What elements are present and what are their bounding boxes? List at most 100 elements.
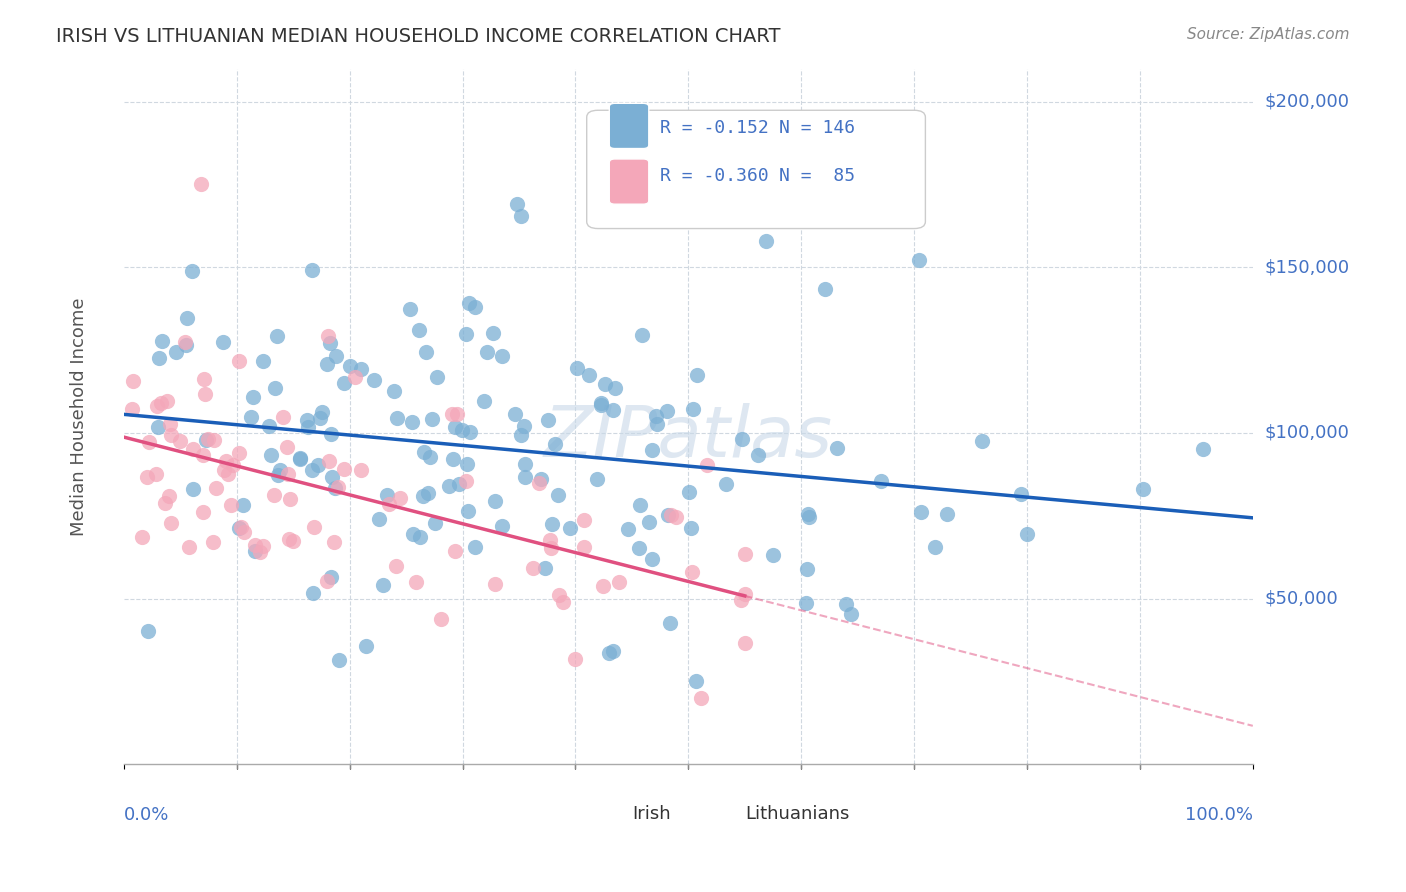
Point (908, 253, 931, 268)
Point (319, 570, 342, 584)
Point (316, 574, 339, 588)
Point (924, 541, 946, 555)
FancyBboxPatch shape (609, 159, 648, 204)
Point (443, 420, 465, 434)
Point (122, 375, 145, 389)
Point (513, 419, 536, 434)
Point (484, 494, 506, 508)
Point (217, 467, 239, 481)
Point (165, 345, 187, 359)
Text: ZIPatlas: ZIPatlas (544, 403, 832, 472)
Text: Irish: Irish (631, 805, 671, 823)
Point (475, 345, 498, 359)
Point (193, 448, 215, 462)
Point (679, 521, 702, 535)
Point (174, 337, 197, 351)
Point (398, 302, 420, 317)
Point (440, 407, 463, 421)
Point (149, 396, 172, 410)
Point (402, 527, 425, 541)
Point (131, 530, 153, 544)
Point (350, 463, 373, 477)
Point (464, 301, 486, 315)
Point (290, 450, 312, 465)
Point (148, 420, 170, 434)
Text: N = 146: N = 146 (779, 119, 855, 136)
Point (121, 402, 143, 417)
Point (232, 498, 254, 512)
Point (328, 652, 350, 666)
Point (491, 519, 513, 533)
Point (181, 482, 204, 496)
Point (138, 435, 160, 450)
Point (910, 505, 932, 519)
Point (278, 532, 301, 546)
Point (602, 644, 624, 658)
Point (159, 516, 181, 531)
Point (797, 507, 820, 521)
Point (970, 434, 993, 448)
Point (533, 561, 555, 575)
Point (339, 359, 361, 373)
Point (659, 508, 682, 523)
Point (644, 409, 666, 423)
Text: IRISH VS LITHUANIAN MEDIAN HOUSEHOLD INCOME CORRELATION CHART: IRISH VS LITHUANIAN MEDIAN HOUSEHOLD INC… (56, 27, 780, 45)
Point (454, 327, 477, 342)
Text: $200,000: $200,000 (1264, 93, 1350, 111)
Point (212, 463, 235, 477)
Point (841, 607, 863, 621)
Point (264, 381, 287, 395)
Point (593, 377, 616, 392)
Point (197, 432, 219, 446)
Point (637, 515, 659, 529)
Point (269, 463, 291, 477)
Point (558, 521, 581, 535)
Text: R = -0.152: R = -0.152 (659, 119, 769, 136)
Point (169, 434, 191, 449)
Point (578, 368, 600, 383)
Point (281, 534, 304, 549)
Text: Median Household Income: Median Household Income (70, 297, 87, 535)
Point (363, 373, 385, 387)
Point (430, 612, 453, 626)
Point (441, 451, 464, 466)
Text: $150,000: $150,000 (1264, 259, 1350, 277)
Point (290, 451, 312, 466)
Point (153, 496, 176, 510)
Point (503, 407, 526, 421)
Point (228, 354, 250, 368)
Point (472, 393, 495, 408)
Point (450, 423, 472, 437)
Point (564, 652, 586, 666)
Point (316, 328, 339, 343)
Point (174, 334, 197, 349)
Point (572, 513, 595, 527)
Point (219, 498, 242, 512)
Point (1010, 487, 1032, 501)
Point (326, 480, 349, 494)
Point (211, 334, 233, 349)
Point (538, 533, 561, 548)
Point (426, 370, 449, 384)
Point (481, 326, 503, 340)
Point (242, 390, 264, 404)
Point (416, 485, 439, 500)
Point (458, 296, 481, 310)
Point (678, 484, 700, 499)
Point (276, 440, 298, 454)
Point (870, 474, 893, 488)
Point (267, 467, 290, 482)
Point (457, 503, 479, 517)
Point (176, 311, 198, 326)
Point (377, 497, 399, 511)
Point (389, 491, 412, 505)
Point (747, 448, 769, 462)
Point (145, 467, 167, 481)
Point (195, 434, 218, 448)
Point (510, 209, 533, 223)
Point (484, 576, 506, 591)
Text: R = -0.360: R = -0.360 (659, 168, 769, 186)
Point (373, 578, 395, 592)
Point (385, 411, 408, 425)
Point (323, 481, 346, 495)
